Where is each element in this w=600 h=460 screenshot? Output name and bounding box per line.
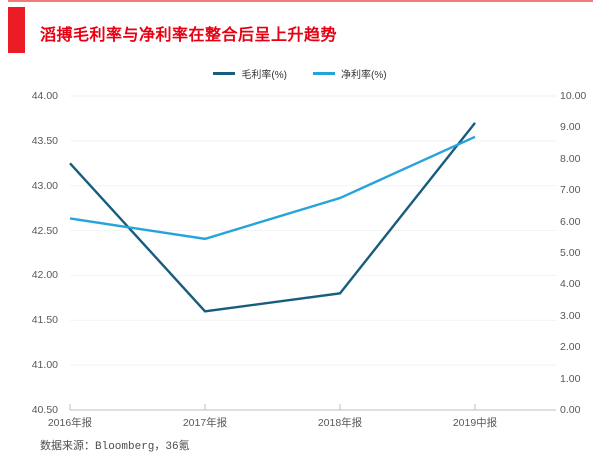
y-axis-label-right: 0.00 — [560, 404, 581, 416]
y-axis-label-right: 1.00 — [560, 372, 581, 385]
gross-margin-line-swatch — [213, 72, 236, 75]
y-axis-label-left: 43.50 — [31, 134, 58, 147]
y-axis-label-right: 6.00 — [560, 215, 581, 228]
y-axis-label-left: 42.50 — [31, 224, 58, 237]
y-axis-label-right: 7.00 — [560, 184, 581, 197]
x-axis-label: 2019中报 — [452, 417, 498, 429]
x-axis-label: 2016年报 — [47, 417, 93, 429]
y-axis-label-right: 10.00 — [560, 90, 587, 102]
y-axis-label-right: 2.00 — [560, 341, 581, 354]
x-axis-label: 2018年报 — [317, 417, 363, 429]
y-axis-label-left: 43.00 — [31, 179, 58, 192]
top-rule-divider — [8, 0, 593, 2]
y-axis-label-right: 8.00 — [560, 152, 581, 165]
chart-legend: 毛利率(%) 净利率(%) — [0, 66, 600, 81]
title-accent-block — [8, 7, 25, 53]
net-margin-line-swatch — [313, 72, 335, 75]
y-axis-label-right: 4.00 — [560, 278, 581, 291]
y-axis-label-left: 44.00 — [31, 90, 58, 102]
y-axis-label-left: 40.50 — [31, 404, 58, 416]
page-title: 滔搏毛利率与净利率在整合后呈上升趋势 — [40, 27, 338, 44]
legend-label-gross-margin: 毛利率(%) — [241, 70, 287, 81]
y-axis-label-right: 9.00 — [560, 121, 581, 134]
legend-item-gross-margin: 毛利率(%) — [213, 66, 287, 81]
series-line-net-margin — [69, 135, 476, 241]
x-axis-label: 2017年报 — [182, 417, 228, 429]
y-axis-label-left: 42.00 — [31, 269, 58, 282]
series-line-gross-margin — [69, 122, 476, 313]
legend-label-net-margin: 净利率(%) — [341, 70, 387, 81]
y-axis-label-right: 3.00 — [560, 309, 581, 322]
data-source-note: 数据来源：Bloomberg，36氪 — [40, 441, 190, 453]
legend-item-net-margin: 净利率(%) — [313, 66, 387, 81]
y-axis-label-left: 41.50 — [31, 314, 58, 327]
y-axis-label-right: 5.00 — [560, 247, 581, 259]
y-axis-label-left: 41.00 — [31, 359, 58, 372]
